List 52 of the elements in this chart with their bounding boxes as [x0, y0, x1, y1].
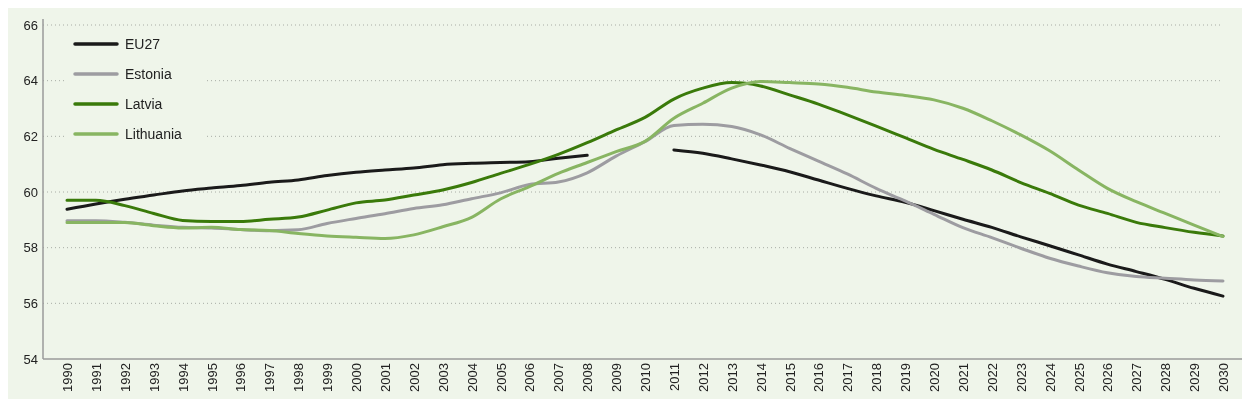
y-tick-label: 56	[23, 295, 38, 311]
x-tick-label: 2009	[609, 363, 625, 392]
x-tick-label: 2006	[522, 363, 538, 392]
x-tick-label: 1994	[175, 363, 191, 392]
x-tick-label: 2005	[493, 363, 509, 392]
y-tick-label: 64	[23, 73, 38, 89]
x-tick-label: 2025	[1071, 363, 1087, 392]
x-tick-label: 2008	[580, 363, 596, 392]
x-tick-label: 2022	[984, 363, 1000, 392]
x-tick-label: 2026	[1100, 363, 1116, 392]
x-tick-label: 2029	[1187, 363, 1203, 392]
x-tick-label: 2000	[349, 363, 364, 392]
x-tick-label: 2024	[1042, 363, 1058, 392]
y-tick-label: 62	[23, 128, 38, 144]
x-tick-label: 1999	[320, 363, 336, 392]
x-tick-label: 2028	[1158, 363, 1174, 392]
x-tick-label: 1992	[117, 363, 133, 392]
y-tick-label: 60	[23, 184, 38, 200]
legend-label: Latvia	[125, 96, 163, 112]
x-tick-label: 2021	[955, 363, 971, 392]
x-tick-label: 2003	[435, 363, 451, 392]
x-tick-label: 1990	[60, 363, 75, 392]
x-tick-label: 2001	[377, 363, 393, 392]
x-tick-label: 2015	[782, 363, 798, 392]
legend-label: Lithuania	[125, 126, 183, 142]
legend-label: Estonia	[125, 66, 172, 82]
x-tick-label: 1993	[146, 363, 162, 392]
x-tick-label: 2014	[753, 363, 769, 392]
x-tick-label: 1998	[291, 363, 307, 392]
x-tick-label: 2010	[638, 363, 653, 392]
x-tick-label: 2002	[406, 363, 422, 392]
x-tick-label: 2030	[1216, 363, 1231, 392]
x-tick-label: 1996	[233, 363, 249, 392]
x-tick-label: 2019	[898, 363, 914, 392]
x-tick-label: 1995	[204, 363, 220, 392]
x-tick-label: 2012	[695, 363, 711, 392]
y-tick-label: 58	[23, 240, 38, 256]
x-tick-label: 2017	[840, 363, 856, 392]
x-tick-label: 2018	[869, 363, 885, 392]
legend-label: EU27	[125, 36, 161, 52]
y-tick-label: 66	[23, 17, 38, 33]
x-tick-label: 2020	[927, 363, 942, 392]
x-tick-label: 2023	[1013, 363, 1029, 392]
x-tick-label: 1997	[262, 363, 278, 392]
y-tick-label: 54	[23, 351, 38, 367]
x-tick-label: 2011	[666, 363, 682, 391]
x-tick-label: 2027	[1129, 363, 1145, 392]
x-tick-label: 2013	[724, 363, 740, 392]
x-tick-label: 2004	[464, 363, 480, 392]
x-tick-label: 2007	[551, 363, 567, 392]
x-tick-label: 2016	[811, 363, 827, 392]
x-tick-label: 1991	[88, 363, 104, 392]
